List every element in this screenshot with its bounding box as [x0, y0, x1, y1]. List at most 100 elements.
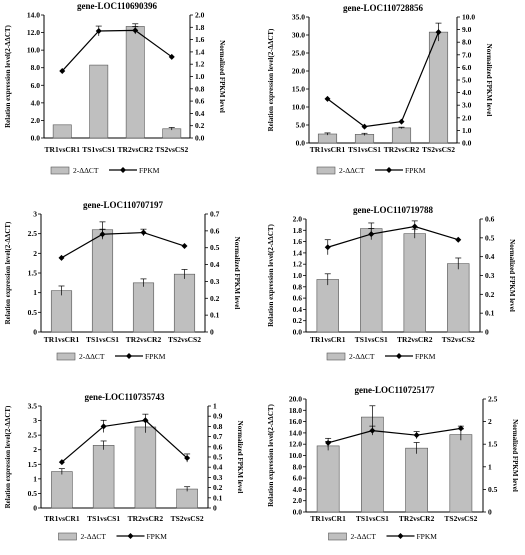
y-tick-label: 12.0 — [27, 28, 40, 37]
y2-axis-label: Normalized FPKM level — [485, 44, 493, 117]
legend-line-label: FPKM — [139, 166, 160, 175]
y-tick-label: 4.0 — [31, 98, 41, 107]
fpkm-line — [61, 231, 185, 259]
y-axis-label: Relation expression level(2-ΔΔCT) — [4, 24, 12, 127]
bar — [176, 488, 198, 509]
fpkm-point — [368, 231, 375, 238]
y2-tick-label: 0.3 — [485, 271, 495, 280]
y-tick-label: 20.0 — [289, 395, 302, 404]
y2-tick-label: 9.0 — [462, 25, 472, 34]
y-axis-label: Relation expression level(2-ΔΔCT) — [267, 28, 275, 131]
legend-bar-swatch — [56, 352, 76, 361]
x-category-label: TS1vsCS1 — [348, 145, 381, 154]
y-tick-label: 2.0 — [31, 116, 41, 125]
y2-tick-label: 0.2 — [485, 290, 495, 299]
bar — [317, 133, 338, 144]
fpkm-line — [61, 29, 173, 72]
y2-axis-label: Normalized FPKM level — [511, 419, 519, 492]
bar — [354, 134, 375, 144]
chart-title: gene-LOC110735743 — [85, 392, 165, 402]
y2-axis-label: Normalized FPKM level — [218, 40, 226, 113]
y2-tick-label: 1.2 — [195, 60, 205, 69]
fpkm-line — [327, 427, 461, 444]
x-category-label: TR1vsCR1 — [45, 145, 81, 154]
bar — [92, 445, 115, 509]
y-tick-label: 2.0 — [293, 496, 303, 505]
bar — [51, 471, 73, 509]
legend-line-marker — [126, 353, 132, 359]
y-tick-label: 1.4 — [293, 248, 303, 257]
chart-legend: 2-ΔΔCT FPKM — [50, 166, 160, 175]
y2-tick-label: 1.8 — [195, 23, 205, 32]
y-tick-label: 1.8 — [293, 226, 303, 235]
fpkm-point — [59, 67, 66, 74]
x-category-label: TR1vsCR1 — [44, 514, 80, 523]
fpkm-point — [168, 53, 175, 60]
legend-bar-label: 2-ΔΔCT — [349, 352, 375, 361]
y-tick-label: 0.0 — [293, 328, 303, 337]
y2-tick-label: 0.6 — [485, 215, 495, 224]
fpkm-point — [325, 439, 332, 446]
legend-line-label: FPKM — [417, 532, 438, 541]
legend-line-marker — [120, 167, 126, 173]
y2-tick-label: 1.4 — [195, 47, 205, 56]
x-category-label: TR2vsCR2 — [126, 335, 162, 344]
bar — [360, 228, 383, 333]
chart-panel: gene-LOC110725177 0.0 2.0 4.0 6.0 8.0 10.0 12.0… — [267, 385, 519, 541]
fpkm-point — [369, 427, 376, 434]
y-tick-label: 0.8 — [293, 282, 303, 291]
y-tick-label: 2 — [33, 445, 37, 454]
y-tick-label: 10.0 — [27, 46, 40, 55]
y-tick-label: 0.4 — [293, 305, 303, 314]
fpkm-point — [398, 118, 405, 125]
fpkm-point — [140, 229, 147, 236]
y-tick-label: 3.5 — [28, 402, 38, 411]
y-tick-label: 35.0 — [292, 13, 305, 22]
y-tick-label: 14.0 — [289, 428, 302, 437]
y-tick-label: 1.5 — [28, 269, 38, 278]
y-tick-label: 3 — [33, 416, 37, 425]
y2-tick-label: 0.6 — [195, 97, 205, 106]
legend-bar-label: 2-ΔΔCT — [73, 166, 99, 175]
chart-title: gene-LOC110725177 — [355, 385, 435, 395]
x-category-label: TR1vsCR1 — [44, 335, 80, 344]
x-category-label: TS2vsCS2 — [168, 335, 201, 344]
y2-tick-label: 1.0 — [195, 72, 205, 81]
y2-tick-label: 0.4 — [213, 463, 223, 472]
legend-line-label: FPKM — [145, 352, 166, 361]
y2-tick-label: 0.1 — [210, 311, 220, 320]
y2-tick-label: 0.8 — [195, 84, 205, 93]
y2-tick-label: 0.9 — [213, 412, 223, 421]
x-category-label: TS2vsCS2 — [155, 145, 188, 154]
x-category-label: TS1vsCS1 — [356, 514, 389, 523]
legend-bar-label: 2-ΔΔCT — [79, 352, 105, 361]
y2-tick-label: 1.5 — [488, 440, 498, 449]
y-tick-label: 0.2 — [293, 316, 303, 325]
y2-tick-label: 0.0 — [195, 134, 205, 143]
y-tick-label: 1 — [33, 288, 37, 297]
y2-tick-label: 1 — [488, 462, 492, 471]
y-tick-label: 2.0 — [293, 215, 303, 224]
y2-tick-label: 6.0 — [462, 63, 472, 72]
bar — [391, 127, 412, 144]
x-category-label: TR2vsCR2 — [384, 145, 420, 154]
legend-bar-swatch — [328, 532, 347, 541]
y-tick-label: 1.0 — [293, 271, 303, 280]
y2-tick-label: 0.2 — [210, 294, 220, 303]
chart-legend: 2-ΔΔCT FPKM — [316, 166, 426, 175]
legend-line-marker — [127, 533, 134, 539]
y2-tick-label: 2.0 — [462, 113, 472, 122]
y2-tick-label: 5.0 — [462, 76, 472, 85]
bar — [173, 273, 196, 333]
fpkm-point — [181, 243, 188, 250]
y2-tick-label: 1 — [213, 402, 217, 411]
y-tick-label: 0.5 — [28, 308, 38, 317]
x-category-label: TS2vsCS2 — [444, 514, 477, 523]
y-axis-label: Relation expression level(2-ΔΔCT) — [4, 221, 12, 324]
y2-tick-label: 0.4 — [485, 252, 495, 261]
legend-line-label: FPKM — [405, 166, 426, 175]
y-tick-label: 2.5 — [28, 431, 38, 440]
fpkm-point — [142, 417, 149, 424]
chart-legend: 2-ΔΔCT FPKM — [326, 352, 436, 361]
y-tick-label: 0 — [33, 504, 37, 513]
